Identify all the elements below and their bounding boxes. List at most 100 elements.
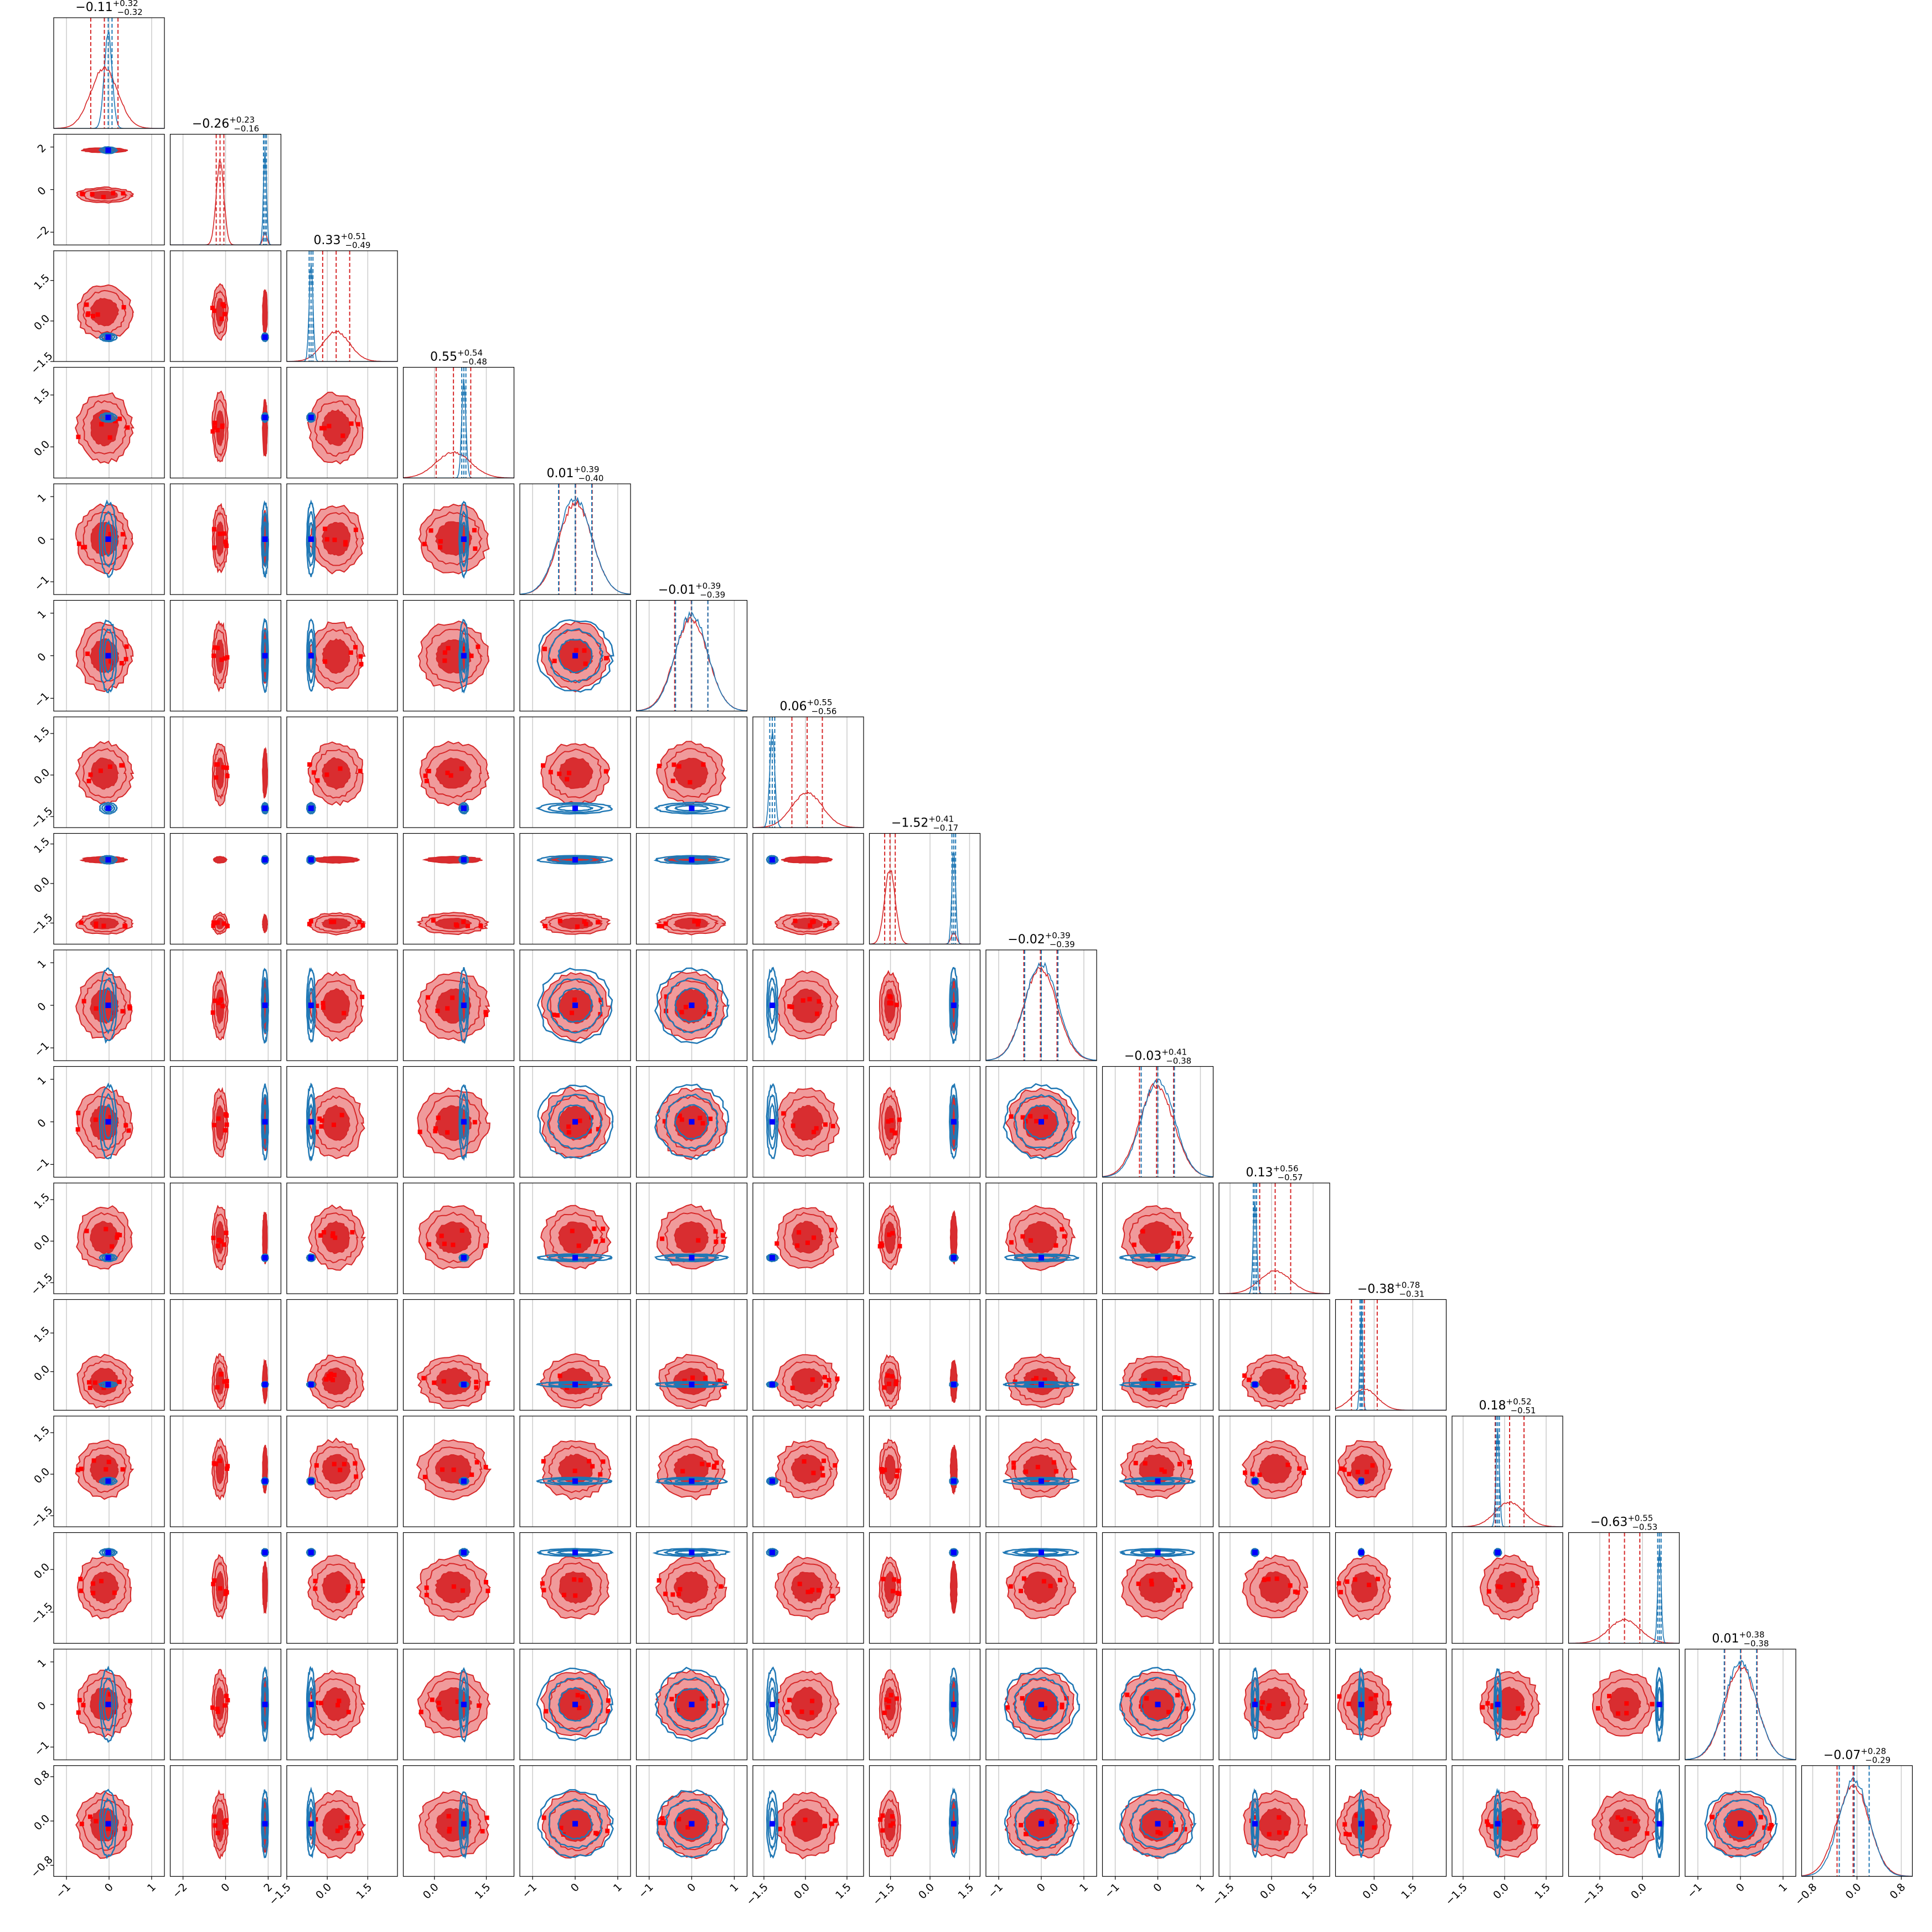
truth-marker [461, 1255, 467, 1261]
truth-marker [1039, 1702, 1044, 1707]
blue-contour-2 [674, 1104, 709, 1140]
blue-contour-0 [99, 619, 118, 694]
truth-marker [461, 1702, 467, 1707]
panel-7-4 [519, 833, 631, 945]
blue-contour-1 [665, 1093, 719, 1150]
red-sample-marker [1136, 1581, 1141, 1586]
panel-title: −0.63+0.55 −0.53 [1590, 1513, 1657, 1532]
panel-14-14: 0.01+0.38 −0.38 [1685, 1630, 1796, 1760]
red-sample-marker [711, 1465, 716, 1470]
red-sample-marker [1260, 1700, 1265, 1705]
panel-frame [53, 716, 165, 828]
red-sample-marker [559, 1826, 564, 1831]
panel-5-3 [402, 600, 515, 712]
blue-contour-1 [1011, 1478, 1069, 1485]
truth-marker [308, 805, 314, 811]
red-sample-marker [663, 1592, 668, 1597]
red-sample-marker [604, 655, 609, 660]
red-sample-marker [330, 1233, 335, 1238]
blue-contour-0 [458, 1791, 469, 1859]
red-sample-marker [224, 1693, 229, 1698]
red-sample-marker [1258, 1706, 1263, 1711]
red-sample-marker [1302, 1385, 1307, 1389]
panel-frame [636, 949, 748, 1061]
blue-contour-2 [558, 1382, 593, 1387]
red-sample-marker [85, 651, 90, 656]
panel-1-0: −2 0 2 [32, 133, 165, 246]
red-sample-marker [592, 1226, 597, 1231]
blue-contour-1 [307, 510, 315, 567]
panel-frame [402, 600, 515, 712]
red-sample-marker [461, 919, 466, 924]
truth-marker [262, 415, 268, 421]
panel-8-8: −0.02+0.39 −0.39 [985, 931, 1097, 1061]
red-sample-marker [87, 1380, 92, 1385]
red-sample-marker [890, 1814, 895, 1819]
panel-frame [636, 1182, 748, 1294]
x-tick-label: 1 [1077, 1881, 1091, 1894]
red-sample-marker [1615, 1711, 1620, 1716]
panel-frame [1335, 1532, 1447, 1644]
y-tick-label: −0.8 [29, 1853, 55, 1880]
truth-marker [262, 653, 268, 659]
red-sample-marker [1344, 1831, 1349, 1836]
blue-contour-0 [99, 1548, 118, 1557]
panel-frame [1218, 1765, 1330, 1877]
red-sample-marker [119, 660, 124, 665]
red-sample-marker [1177, 1461, 1182, 1466]
red-histogram [1335, 1388, 1447, 1411]
red-sample-marker [1142, 1386, 1147, 1391]
red-sample-marker [346, 1584, 351, 1589]
blue-contour-2 [674, 987, 709, 1023]
panel-frame [286, 1416, 398, 1527]
y-tick-label: 0 [35, 534, 49, 547]
red-sample-marker [86, 778, 91, 783]
truth-marker [950, 1255, 957, 1261]
panel-13-5 [636, 1532, 748, 1644]
panel-9-9: −0.03+0.41 −0.38 [1102, 1047, 1214, 1178]
blue-contour-0 [99, 802, 118, 815]
red-contour-inner [1022, 1454, 1058, 1485]
panel-10-8 [985, 1182, 1097, 1294]
red-contour-inner [791, 1368, 824, 1395]
red-second-mode [781, 856, 833, 864]
red-second-mode [262, 289, 268, 336]
panel-5-4 [519, 600, 631, 712]
y-tick-label: −2 [32, 224, 51, 244]
panel-frame [402, 483, 515, 595]
red-sample-marker [690, 1375, 695, 1380]
red-sample-marker [688, 780, 693, 785]
red-sample-marker [442, 1241, 447, 1246]
truth-marker [105, 1003, 111, 1008]
red-sample-marker [1274, 1576, 1279, 1581]
red-sample-marker [890, 1128, 895, 1133]
red-sample-marker [810, 1698, 815, 1703]
red-sample-marker [1057, 1578, 1062, 1583]
truth-marker [1039, 1255, 1044, 1261]
red-sample-marker [108, 1115, 113, 1120]
red-sample-marker [441, 1379, 446, 1384]
panel-14-3 [402, 1649, 515, 1760]
blue-contour-0 [655, 1381, 729, 1388]
red-sample-marker [590, 1464, 595, 1469]
blue-histogram [1801, 1776, 1913, 1877]
panel-frame [752, 716, 864, 828]
red-sample-marker [892, 1577, 897, 1582]
red-sample-marker [886, 1381, 891, 1386]
red-sample-marker [90, 192, 95, 197]
y-tick-label: −1 [32, 1739, 51, 1758]
blue-contour-1 [307, 628, 315, 685]
truth-marker [308, 1478, 314, 1484]
panel-frame [1218, 1532, 1330, 1644]
red-sample-marker [677, 1113, 682, 1118]
truth-marker [461, 536, 467, 542]
red-sample-marker [557, 1373, 562, 1378]
red-contour-inner [1022, 1571, 1058, 1604]
red-sample-marker [1289, 1380, 1294, 1385]
blue-contour-0 [306, 802, 317, 815]
red-contour-inner [215, 1686, 224, 1721]
red-sample-marker [572, 997, 577, 1002]
red-sample-marker [701, 762, 706, 767]
blue-contour-2 [1140, 1687, 1176, 1722]
red-sample-marker [349, 421, 354, 426]
